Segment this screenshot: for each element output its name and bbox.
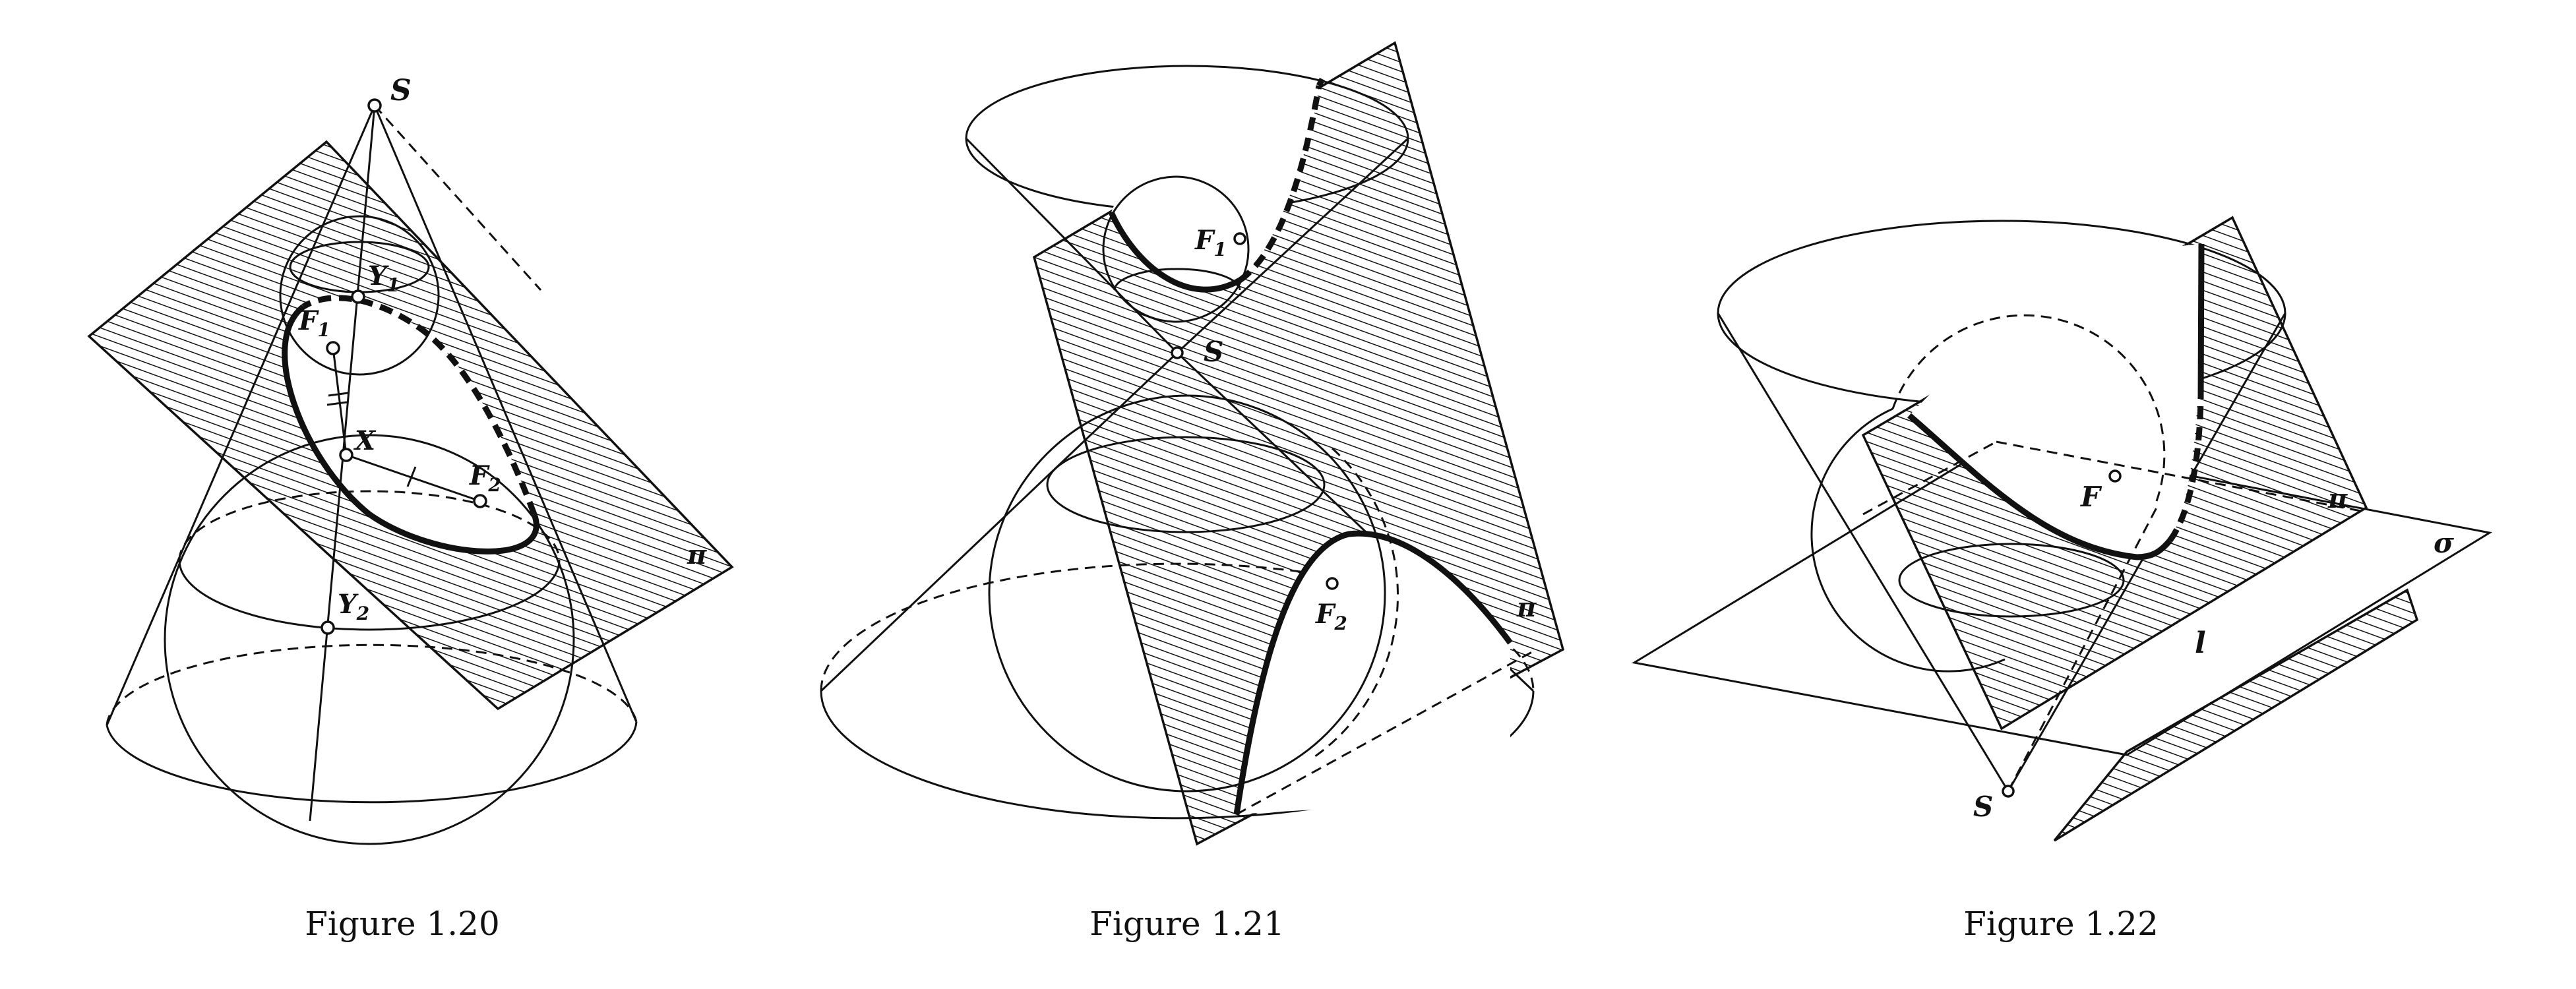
large-sphere-back [1312,447,1399,760]
small-sphere-contact-back [289,241,430,268]
sphere-contact-circle [1898,543,2125,618]
large-sphere-contact-back [178,490,561,561]
label-s: S [1973,791,1993,823]
point-y1 [351,289,365,304]
cone-axis-line [309,105,376,822]
upper-branch-interior [1111,81,1319,290]
label-sigma: σ [2434,527,2454,559]
point-f2 [473,494,487,508]
label-f1: F1 [298,305,330,341]
label-l: l [2195,626,2206,660]
hidden-generator [2007,507,2158,792]
large-dandelin-sphere [164,434,575,845]
upper-hyperbola-front [1108,211,1242,293]
figure-1-21: F1 S F2 π Figure 1.21 [820,41,1565,943]
label-pi: π [687,539,707,570]
point-s [1171,346,1184,359]
small-dandelin-sphere [1102,175,1250,323]
segment-x-f2 [346,454,481,502]
caption-figure-1-22: Figure 1.22 [1963,905,2159,943]
point-y2 [321,620,335,635]
cone-generator-right [373,105,638,723]
figure-1-20: S Y1 F1 X F2 Y2 π Figure 1.20 [87,74,734,943]
small-dandelin-sphere [279,215,440,376]
label-pi: π [1516,592,1537,623]
caption-figure-1-20: Figure 1.20 [305,905,500,943]
tick-mark [328,392,349,397]
hidden-line [1236,648,1537,816]
tick-mark [326,401,348,406]
cone-base-back [106,644,638,726]
point-f [2108,469,2122,483]
point-s [2002,785,2015,798]
large-dandelin-sphere [988,394,1386,793]
label-f2: F2 [469,460,501,496]
label-f: F [2080,481,2102,513]
label-pi: π [2327,483,2348,514]
large-sphere-contact [1046,436,1326,533]
upper-hyperbola-back [1238,85,1322,283]
cone-generator-left [1717,313,2009,792]
label-f2: F2 [1315,599,1347,634]
lower-hyperbola [1233,530,1513,815]
point-x [339,448,353,462]
parabola-back [2167,398,2204,543]
parabola-front [1907,413,2172,560]
label-y2: Y2 [338,589,369,624]
ellipse-interior [284,297,537,552]
point-f1 [1233,232,1246,245]
ellipse-section-front [282,304,539,554]
hidden-generator [373,104,542,291]
label-s: S [1204,336,1223,368]
lower-branch-interior [1237,533,1510,814]
plane-sigma-hidden-edge [1996,440,2362,512]
point-f2 [1326,577,1339,590]
generator-upper [1316,77,1326,88]
hidden-line [1862,440,1997,516]
cone-generator-left [106,105,376,726]
tick-mark [406,466,417,487]
dandelin-sphere-front [1810,407,2006,673]
segment-x-f1 [332,347,348,456]
point-f1 [326,341,340,355]
plane-pi-lower-part [2053,588,2419,842]
plane-sigma [1631,438,2493,756]
cone-base-front [106,721,638,804]
point-s [367,98,382,113]
caption-figure-1-21: Figure 1.21 [1089,905,1285,943]
label-x: X [353,425,377,456]
label-y1: Y1 [368,260,400,296]
label-s: S [390,74,412,107]
large-sphere-contact-front [178,560,561,631]
figure-1-22: F π σ l S Figure 1.22 [1631,216,2493,943]
label-f1: F1 [1194,225,1227,260]
